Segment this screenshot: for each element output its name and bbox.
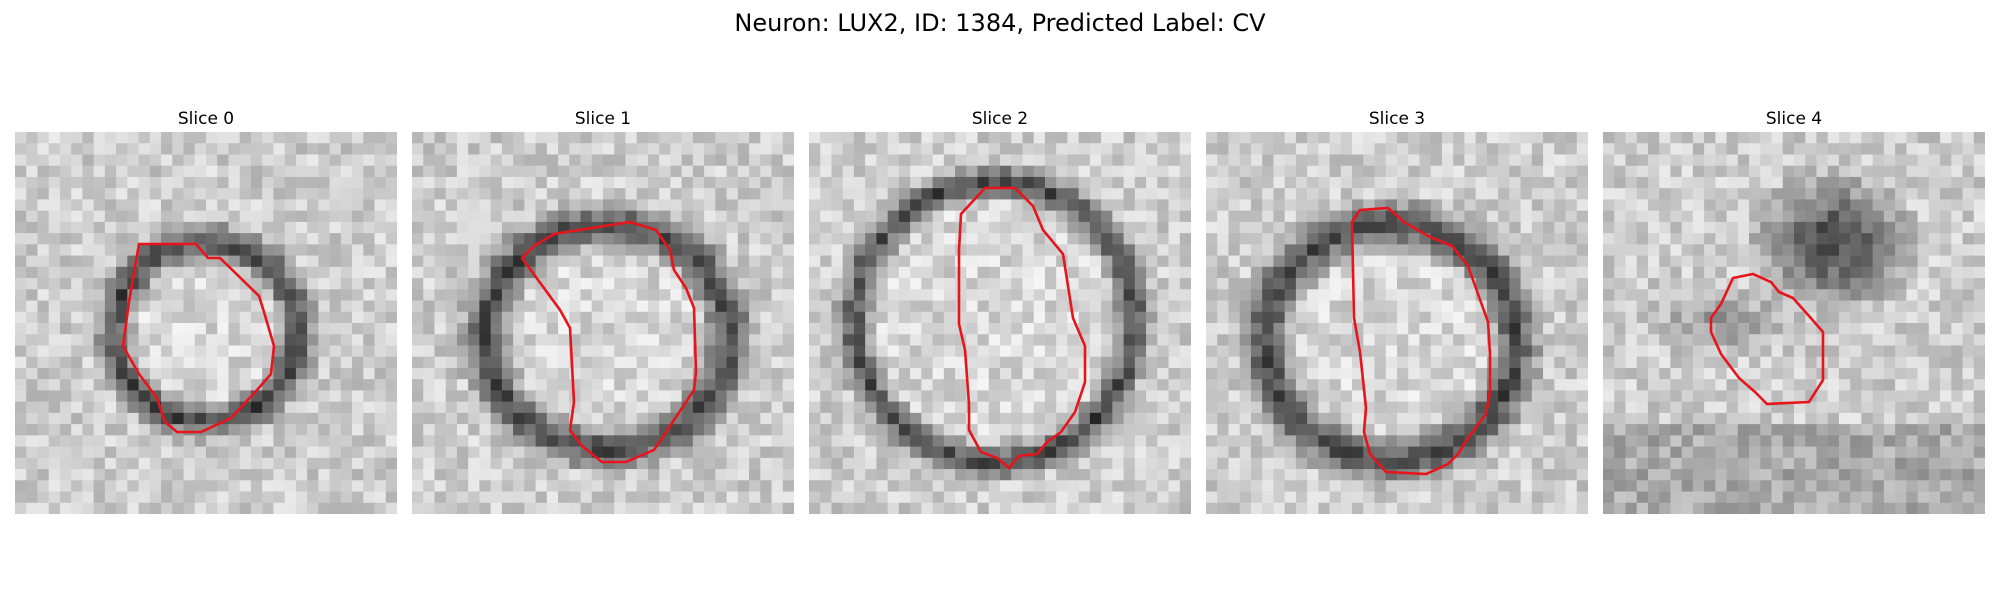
segmentation-outline xyxy=(520,220,698,464)
slice-panel-1: Slice 1 xyxy=(412,108,794,514)
slice-title-0: Slice 0 xyxy=(177,109,235,129)
slice-image-1 xyxy=(412,132,794,514)
slice-image-3 xyxy=(1206,132,1588,514)
slice-panel-4: Slice 4 xyxy=(1603,108,1985,514)
grayscale-pixels xyxy=(1603,132,1985,514)
figure-title: Neuron: LUX2, ID: 1384, Predicted Label:… xyxy=(734,9,1266,37)
slice-panel-2: Slice 2 xyxy=(809,108,1191,514)
segmentation-outline xyxy=(1350,206,1492,476)
segmentation-outline xyxy=(121,242,276,434)
segmentation-outline xyxy=(1709,272,1825,406)
grayscale-pixels xyxy=(412,132,794,514)
slice-title-2: Slice 2 xyxy=(971,109,1029,129)
slice-title-4: Slice 4 xyxy=(1765,109,1823,129)
slice-title-1: Slice 1 xyxy=(574,109,632,129)
slice-title-3: Slice 3 xyxy=(1368,109,1426,129)
slice-image-0 xyxy=(15,132,397,514)
grayscale-pixels xyxy=(809,132,1191,514)
slice-image-2 xyxy=(809,132,1191,514)
segmentation-outline xyxy=(957,186,1087,470)
grayscale-pixels xyxy=(1206,132,1588,514)
slice-panel-3: Slice 3 xyxy=(1206,108,1588,514)
slice-image-4 xyxy=(1603,132,1985,514)
slice-panel-0: Slice 0 xyxy=(15,108,397,514)
grayscale-pixels xyxy=(15,132,397,514)
